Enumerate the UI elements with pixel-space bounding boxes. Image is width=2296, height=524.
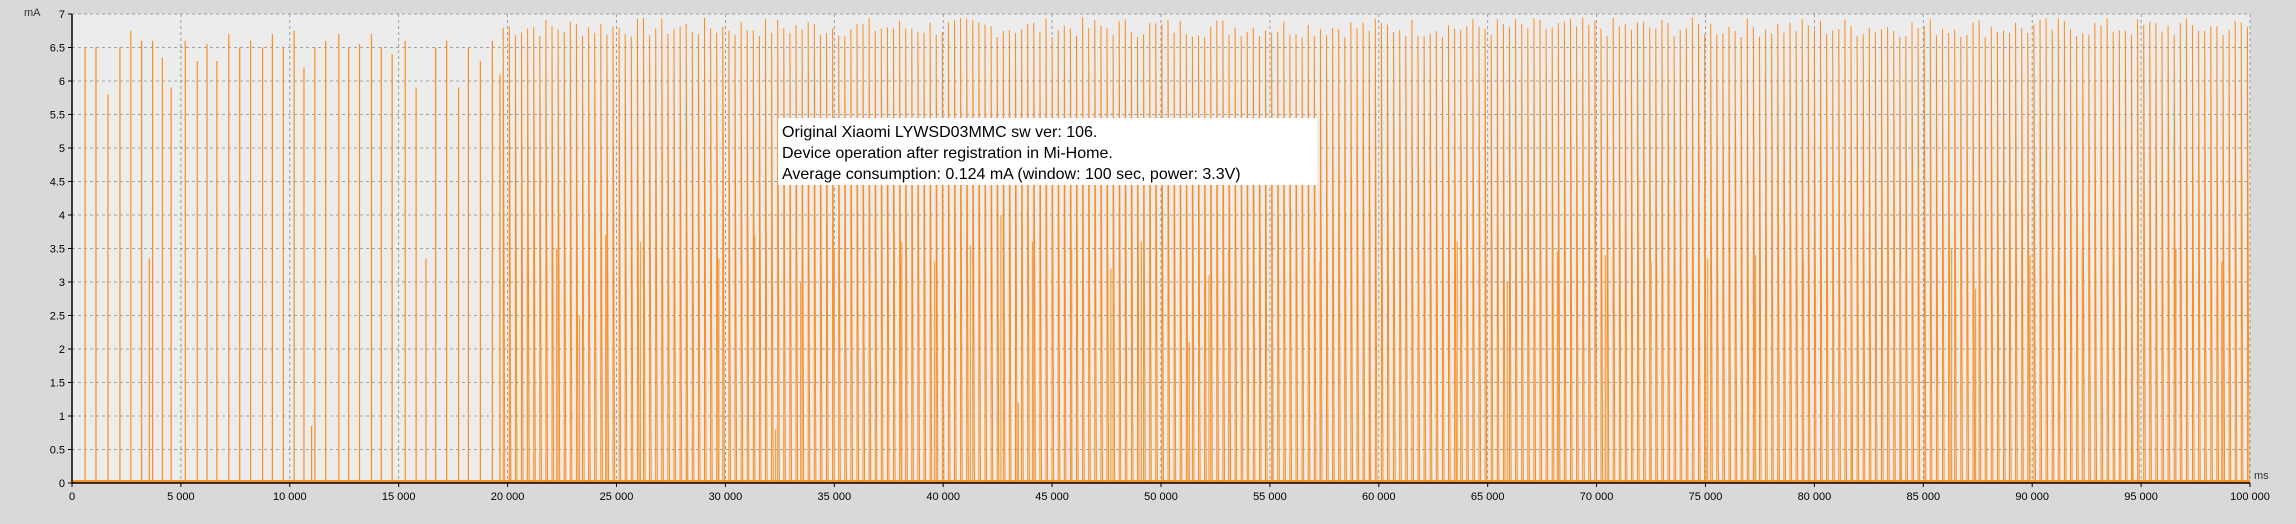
y-tick-label: 2 bbox=[59, 344, 65, 356]
x-tick-label: 60 000 bbox=[1362, 491, 1396, 503]
x-tick-label: 65 000 bbox=[1471, 491, 1505, 503]
x-axis-unit-label: ms bbox=[2254, 470, 2269, 482]
y-tick-label: 4.5 bbox=[50, 177, 65, 189]
x-tick-label: 10 000 bbox=[273, 491, 307, 503]
x-tick-label: 25 000 bbox=[600, 491, 634, 503]
y-tick-label: 6.5 bbox=[50, 43, 65, 55]
y-axis-unit-label: mA bbox=[24, 7, 41, 19]
annotation-background bbox=[778, 118, 1317, 185]
annotation-line-device: Original Xiaomi LYWSD03MMC sw ver: 106. bbox=[782, 124, 1097, 141]
y-tick-label: 1.5 bbox=[50, 378, 65, 390]
x-tick-label: 85 000 bbox=[1906, 491, 1940, 503]
y-tick-label: 3.5 bbox=[50, 244, 65, 256]
x-tick-label: 100 000 bbox=[2230, 491, 2270, 503]
x-tick-label: 95 000 bbox=[2124, 491, 2158, 503]
x-tick-label: 20 000 bbox=[491, 491, 525, 503]
x-tick-label: 75 000 bbox=[1689, 491, 1723, 503]
dense-current-spikes bbox=[502, 17, 2250, 482]
annotation-box: Original Xiaomi LYWSD03MMC sw ver: 106. … bbox=[778, 118, 1317, 185]
x-tick-label: 70 000 bbox=[1580, 491, 1614, 503]
y-tick-label: 5.5 bbox=[50, 110, 65, 122]
x-tick-label: 40 000 bbox=[926, 491, 960, 503]
y-axis-ticks: 0 0.5 1 1.5 2 2.5 3 3.5 4 4.5 5 5.5 6 6.5 7 bbox=[50, 9, 72, 490]
x-tick-label: 80 000 bbox=[1798, 491, 1832, 503]
annotation-line-consumption: Average consumption: 0.124 mA (window: 1… bbox=[782, 166, 1241, 183]
x-axis-ticks: 0 5 000 10 000 15 000 20 000 25 000 30 000 35 0… bbox=[69, 483, 2270, 503]
x-tick-label: 90 000 bbox=[2015, 491, 2049, 503]
y-tick-label: 4 bbox=[59, 210, 65, 222]
y-tick-label: 3 bbox=[59, 277, 65, 289]
x-tick-label: 30 000 bbox=[709, 491, 743, 503]
current-series bbox=[72, 17, 2250, 484]
x-tick-label: 50 000 bbox=[1144, 491, 1178, 503]
y-tick-label: 1 bbox=[59, 411, 65, 423]
y-tick-label: 7 bbox=[59, 9, 65, 21]
x-tick-label: 55 000 bbox=[1253, 491, 1287, 503]
y-tick-label: 6 bbox=[59, 76, 65, 88]
x-tick-label: 15 000 bbox=[382, 491, 416, 503]
x-tick-label: 5 000 bbox=[167, 491, 195, 503]
x-tick-label: 35 000 bbox=[817, 491, 851, 503]
x-tick-label: 0 bbox=[69, 491, 75, 503]
y-tick-label: 0 bbox=[59, 478, 65, 490]
y-tick-label: 2.5 bbox=[50, 311, 65, 323]
annotation-line-operation: Device operation after registration in M… bbox=[782, 145, 1113, 162]
y-tick-label: 0.5 bbox=[50, 445, 65, 457]
x-tick-label: 45 000 bbox=[1035, 491, 1069, 503]
y-tick-label: 5 bbox=[59, 143, 65, 155]
